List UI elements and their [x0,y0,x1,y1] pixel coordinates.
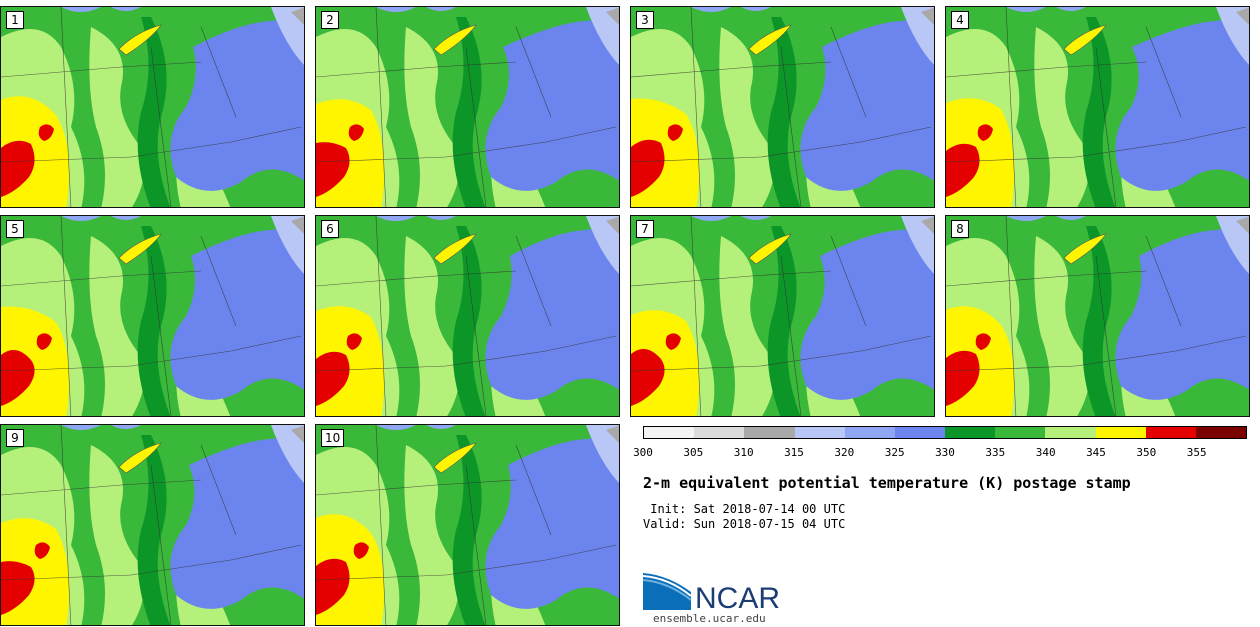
map-image [946,216,1249,416]
member-label: 9 [6,429,24,447]
map-image [316,216,619,416]
map-panel[interactable]: 4 [945,6,1250,208]
colorbar-tick-label: 325 [884,446,905,459]
map-image [631,216,934,416]
map-panel[interactable]: 10 [315,424,620,626]
colorbar-swatch [644,427,695,438]
plot-title: 2-m equivalent potential temperature (K)… [643,474,1131,492]
map-panel[interactable]: 1 [0,6,305,208]
colorbar-swatch [1045,427,1096,438]
map-image [1,7,304,207]
member-label: 6 [321,220,339,238]
colorbar-swatch [894,427,946,438]
member-label: 7 [636,220,654,238]
colorbar-ticks: 300 305 310 315 320 325 330 335 340 345 350 355 [633,446,1247,460]
map-panel[interactable]: 3 [630,6,935,208]
colorbar [643,426,1247,439]
member-label: 3 [636,11,654,29]
map-image [1,216,304,416]
member-label: 8 [951,220,969,238]
map-panel[interactable]: 9 [0,424,305,626]
map-panel[interactable]: 5 [0,215,305,417]
colorbar-swatch [694,427,745,438]
map-panel[interactable]: 8 [945,215,1250,417]
colorbar-tick-label: 330 [935,446,955,459]
colorbar-swatch [1095,427,1146,438]
colorbar-swatch [1145,427,1196,438]
map-panel[interactable]: 2 [315,6,620,208]
colorbar-swatch [744,427,795,438]
colorbar-tick-label: 300 [633,446,653,459]
colorbar-tick-label: 350 [1136,446,1157,459]
member-label: 2 [321,11,339,29]
init-time: Init: Sat 2018-07-14 00 UTC [643,502,846,516]
colorbar-tick-label: 310 [733,446,754,459]
ncar-logo-text: NCAR [695,582,780,615]
valid-time: Valid: Sun 2018-07-15 04 UTC [643,517,846,531]
map-image [946,7,1249,207]
map-image [316,7,619,207]
colorbar-swatch [995,427,1046,438]
map-panel[interactable]: 6 [315,215,620,417]
colorbar-tick-label: 355 [1186,446,1207,459]
colorbar-tick-label: 315 [784,446,804,459]
map-image [316,425,619,625]
colorbar-tick-label: 340 [1035,446,1056,459]
colorbar-swatch [794,427,845,438]
member-label: 5 [6,220,24,238]
ncar-url: ensemble.ucar.edu [653,612,766,625]
colorbar-tick-label: 305 [683,446,704,459]
ncar-logo: NCAR [643,573,780,615]
colorbar-swatch [945,427,996,438]
map-image [1,425,304,625]
colorbar-tick-label: 320 [834,446,855,459]
map-image [631,7,934,207]
colorbar-tick-label: 345 [1086,446,1106,459]
member-label: 4 [951,11,969,29]
member-label: 1 [6,11,24,29]
map-panel[interactable]: 7 [630,215,935,417]
member-label: 10 [321,429,345,447]
colorbar-tick-label: 335 [985,446,1006,459]
colorbar-swatch [1195,427,1247,438]
colorbar-swatch [844,427,895,438]
